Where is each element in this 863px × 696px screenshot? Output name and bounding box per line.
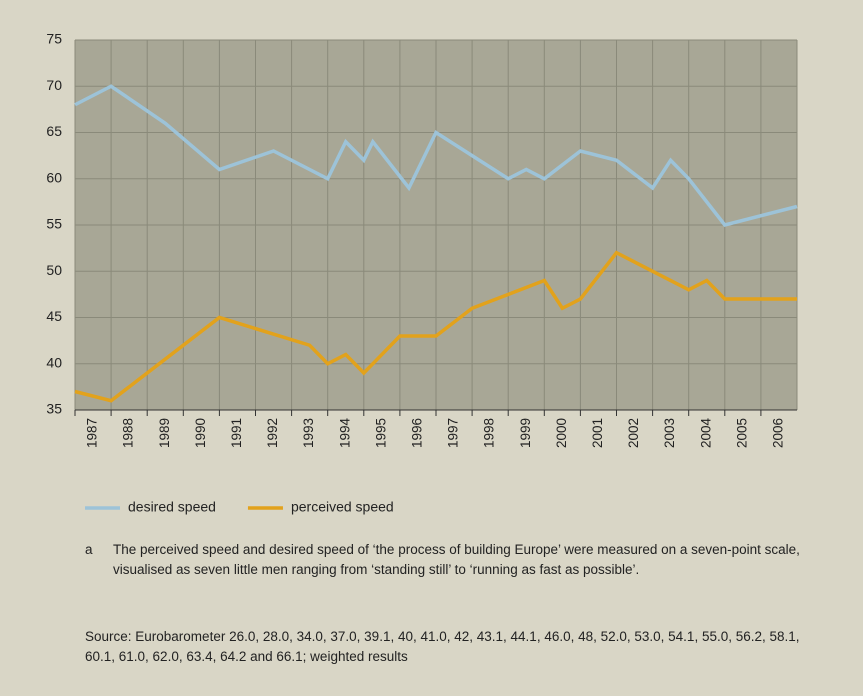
y-tick-label: 75 xyxy=(46,31,62,47)
y-tick-label: 70 xyxy=(46,77,62,93)
y-tick-label: 35 xyxy=(46,401,62,417)
y-tick-label: 40 xyxy=(46,354,62,370)
x-tick-label: 2006 xyxy=(771,418,786,448)
legend-label: perceived speed xyxy=(291,499,394,515)
x-tick-label: 1987 xyxy=(85,418,100,448)
x-tick-label: 1988 xyxy=(121,418,136,448)
x-tick-label: 1992 xyxy=(265,418,280,448)
x-tick-label: 1998 xyxy=(482,418,497,448)
y-tick-label: 65 xyxy=(46,123,62,139)
chart: 35 40 45 50 55 60 65 70 75 1987 1988 1989 1990 1991 19… xyxy=(46,31,798,515)
x-tick-label: 2005 xyxy=(734,418,749,448)
series-line xyxy=(74,84,798,227)
x-tick-label: 1994 xyxy=(337,418,352,449)
x-tick-label: 2000 xyxy=(554,418,569,448)
x-tick-label: 1991 xyxy=(229,418,244,448)
x-tick-label: 1990 xyxy=(193,418,208,448)
footnote-marker: a xyxy=(85,542,93,557)
x-tick-label: 1989 xyxy=(157,418,172,448)
x-tick-label: 2003 xyxy=(662,418,677,448)
x-tick-label: 1997 xyxy=(446,418,461,448)
footnote: The perceived speed and desired speed of… xyxy=(113,542,800,577)
legend-label: desired speed xyxy=(128,499,216,515)
x-tick-label: 1999 xyxy=(518,418,533,448)
y-tick-label: 55 xyxy=(46,216,62,232)
source: Source: Eurobarometer 26.0, 28.0, 34.0, … xyxy=(85,629,800,664)
x-tick-label: 2004 xyxy=(698,418,713,449)
x-tick-label: 1995 xyxy=(373,418,388,448)
y-tick-label: 50 xyxy=(46,262,62,278)
x-tick-label: 1996 xyxy=(410,418,425,448)
x-tick-label: 1993 xyxy=(301,418,316,448)
series-line xyxy=(74,250,797,403)
x-tick-label: 2001 xyxy=(590,418,605,448)
y-tick-label: 60 xyxy=(46,169,62,185)
x-tick-label: 2002 xyxy=(626,418,641,448)
y-tick-label: 45 xyxy=(46,308,62,324)
